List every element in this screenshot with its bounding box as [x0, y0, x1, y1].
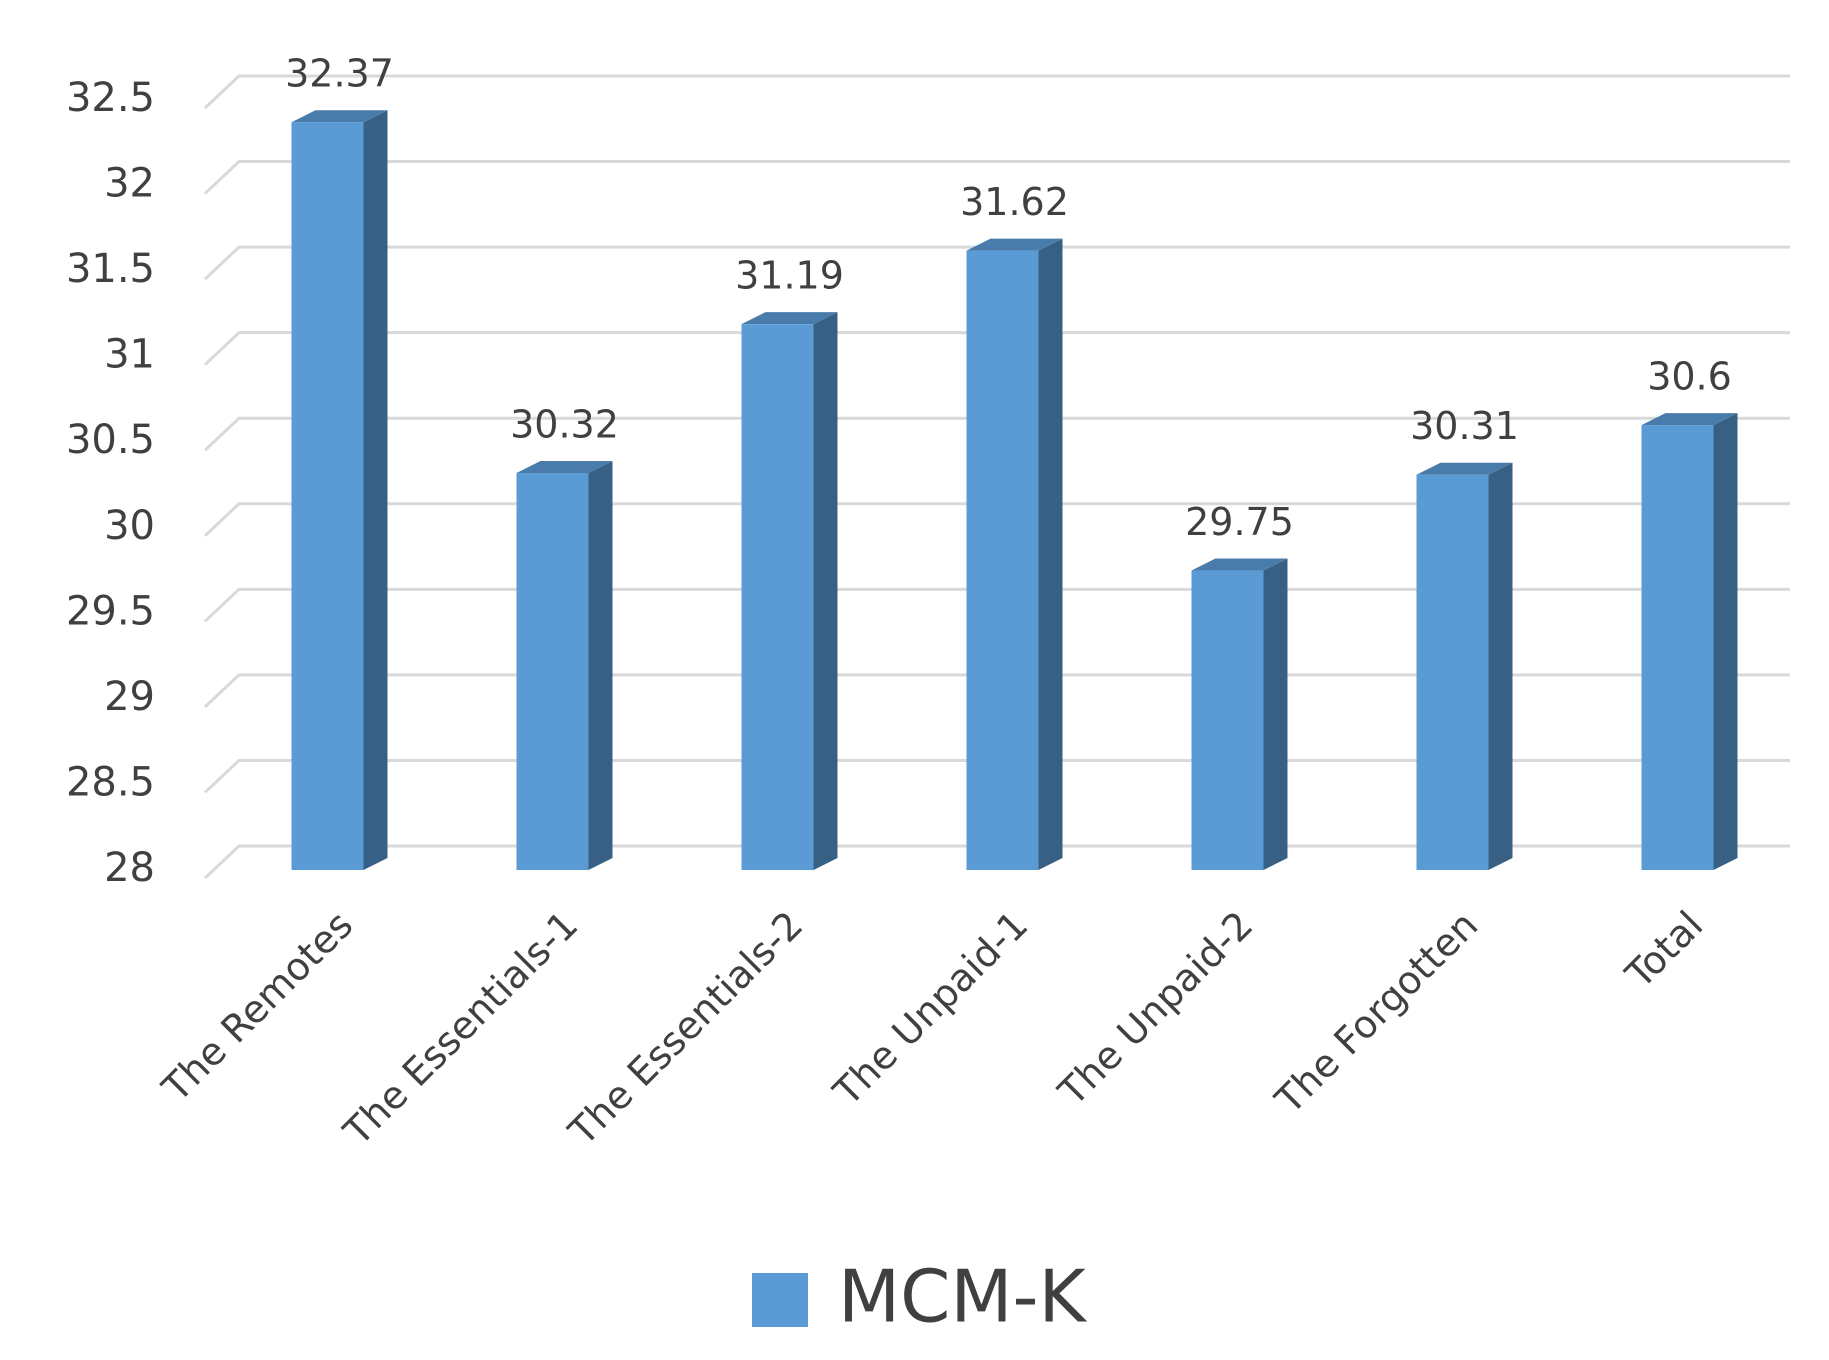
y-tick-label: 31.5: [66, 246, 155, 292]
bar-top: [966, 238, 1063, 251]
y-tick-label: 30.5: [66, 417, 155, 463]
bar-side: [1488, 462, 1513, 870]
value-label: 30.6: [1647, 355, 1732, 399]
bar-top: [741, 312, 838, 325]
value-label: 30.31: [1410, 404, 1519, 448]
bar-front: [291, 122, 364, 870]
bar: [291, 110, 388, 870]
value-label: 32.37: [285, 52, 394, 96]
bar-front: [1191, 570, 1264, 870]
y-tick-label: 32: [104, 161, 155, 207]
bar-front: [966, 250, 1039, 871]
bar-front: [741, 324, 814, 871]
bar: [516, 461, 613, 870]
y-tick-label: 29: [104, 674, 155, 720]
bar: [966, 238, 1063, 871]
x-tick-label: The Forgotten: [1266, 903, 1486, 1123]
legend-swatch: [752, 1273, 808, 1327]
x-tick-label: The Unpaid-2: [1049, 903, 1261, 1115]
bar: [1641, 413, 1738, 870]
bar-top: [291, 110, 388, 123]
grid-line: [203, 416, 1790, 452]
x-tick-label: The Remotes: [153, 903, 361, 1111]
x-tick-label: Total: [1617, 903, 1712, 998]
y-tick-label: 29.5: [66, 588, 155, 634]
grid-line: [203, 245, 1790, 281]
value-label: 31.62: [960, 180, 1069, 224]
grid-line: [203, 331, 1790, 366]
bar-top: [1191, 558, 1288, 571]
grid-line: [203, 74, 1790, 110]
bar: [741, 312, 838, 871]
bar: [1191, 558, 1288, 870]
x-tick-label: The Unpaid-1: [824, 903, 1036, 1115]
bar-top: [1641, 413, 1738, 426]
x-tick-label: The Essentials-2: [560, 903, 812, 1155]
grid-line: [203, 160, 1790, 195]
bar-side: [1263, 558, 1288, 870]
bar-front: [516, 473, 589, 870]
bar-side: [363, 110, 388, 870]
bar-side: [813, 312, 838, 871]
bar: [1416, 462, 1513, 870]
value-label: 29.75: [1185, 500, 1294, 544]
bar-side: [588, 461, 613, 870]
y-tick-label: 30: [104, 503, 155, 549]
value-label: 30.32: [510, 403, 619, 447]
value-label: 31.19: [735, 254, 844, 298]
bar-top: [516, 461, 613, 474]
bar-front: [1641, 425, 1714, 870]
legend-label: MCM-K: [838, 1255, 1087, 1339]
bar-side: [1038, 238, 1063, 871]
y-tick-label: 31: [104, 332, 155, 378]
bar-side: [1713, 413, 1738, 870]
y-tick-label: 28.5: [66, 759, 155, 805]
bar-front: [1416, 474, 1489, 870]
x-tick-label: The Essentials-1: [335, 903, 587, 1155]
grid-line: [203, 502, 1790, 537]
y-tick-label: 32.5: [66, 75, 155, 121]
y-tick-label: 28: [104, 845, 155, 891]
bar-top: [1416, 462, 1513, 475]
